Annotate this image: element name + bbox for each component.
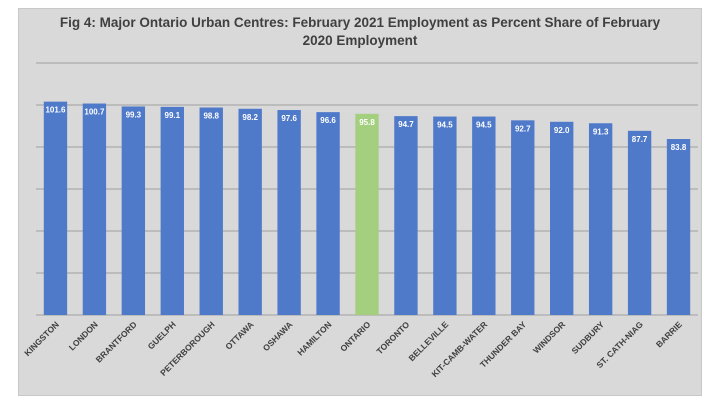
bar-peterborough <box>199 107 223 316</box>
data-label: 94.5 <box>437 121 453 130</box>
category-label: WINDSOR <box>531 319 567 355</box>
data-label: 95.8 <box>359 118 375 127</box>
bar-guelph <box>160 106 184 315</box>
bar-london <box>82 103 107 315</box>
bar-ottawa <box>238 108 262 315</box>
bar-toronto <box>394 116 418 315</box>
bar-thunder-bay <box>511 120 535 315</box>
data-label: 92.7 <box>515 124 531 133</box>
bar-hamilton <box>316 112 340 315</box>
data-label: 83.8 <box>671 143 687 152</box>
category-label: TORONTO <box>374 319 411 356</box>
category-label: SUDBURY <box>569 319 606 356</box>
chart-title: Fig 4: Major Ontario Urban Centres: Febr… <box>18 14 702 50</box>
category-label: GUELPH <box>146 319 178 351</box>
data-label: 98.2 <box>242 113 258 122</box>
category-label: KINGSTON <box>22 319 61 358</box>
category-label: BRANTFORD <box>94 319 139 364</box>
data-label: 96.6 <box>320 116 336 125</box>
bar-ontario <box>355 113 379 315</box>
bar-windsor <box>550 121 574 315</box>
data-label: 92.0 <box>554 126 570 135</box>
bar-sudbury <box>588 123 613 316</box>
data-label: 100.7 <box>84 108 105 117</box>
category-label: LONDON <box>67 319 100 352</box>
chart-title-line-2: 2020 Employment <box>302 33 418 48</box>
data-label: 99.1 <box>165 111 181 120</box>
bar-barrie <box>666 139 691 315</box>
data-label: 99.3 <box>126 110 142 119</box>
bar-st-cath-niag <box>627 130 652 315</box>
data-label: 97.6 <box>281 114 297 123</box>
category-label: OTTAWA <box>223 319 255 351</box>
bar-brantford <box>121 106 146 315</box>
chart-title-line-1: Fig 4: Major Ontario Urban Centres: Febr… <box>59 15 661 30</box>
data-label: 101.6 <box>45 106 66 115</box>
data-label: 94.7 <box>398 120 414 129</box>
category-label: BARRIE <box>654 319 684 349</box>
data-label: 91.3 <box>593 127 609 136</box>
bar-belleville <box>433 116 457 315</box>
category-label: OSHAWA <box>261 319 295 353</box>
bar-kit-camb-water <box>472 116 496 315</box>
category-label: ONTARIO <box>338 319 373 354</box>
category-label: HAMILTON <box>295 319 333 357</box>
bar-kingston <box>43 101 68 315</box>
data-label: 98.8 <box>203 112 219 121</box>
bar-oshawa <box>277 110 301 315</box>
data-label: 94.5 <box>476 121 492 130</box>
data-label: 87.7 <box>632 135 648 144</box>
